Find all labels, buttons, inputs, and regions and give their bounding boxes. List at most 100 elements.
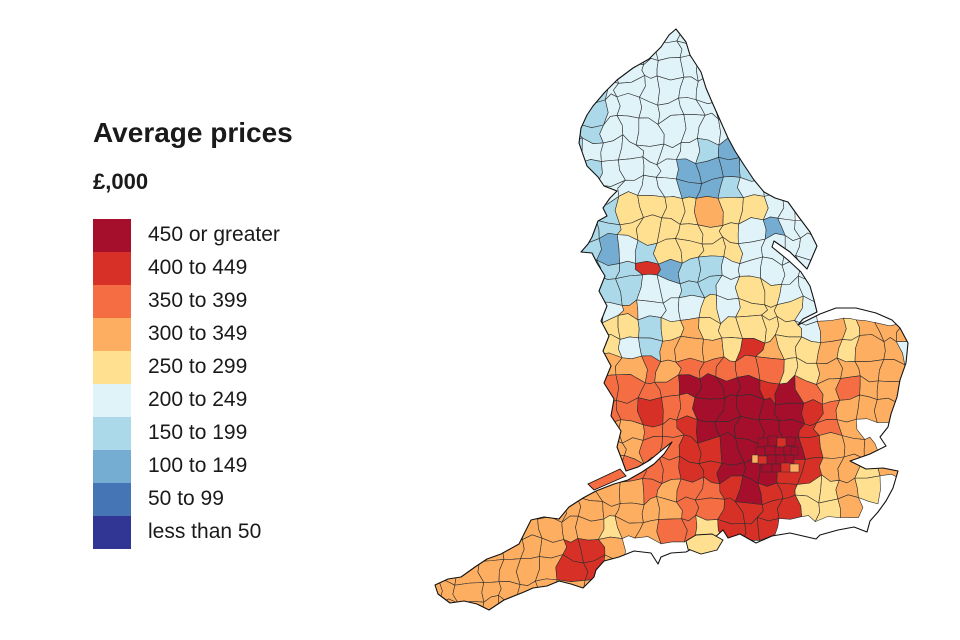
london-borough-cell (784, 454, 795, 465)
legend-swatch-9 (93, 515, 131, 549)
district-cell (581, 201, 597, 227)
district-cell (560, 258, 581, 285)
legend-label: 100 to 149 (148, 454, 248, 478)
legend-row: 150 to 199 (93, 416, 403, 450)
london-borough-cell (785, 436, 796, 447)
district-cell (438, 535, 466, 565)
district-cell (580, 435, 605, 464)
district-cell (456, 521, 484, 538)
legend-swatch-7 (93, 449, 131, 483)
legend-row: 100 to 149 (93, 449, 403, 483)
district-cell (896, 317, 908, 343)
district-cell (557, 477, 579, 506)
district-cell (757, 516, 780, 541)
district-cell (540, 438, 559, 459)
district-cell (873, 397, 901, 423)
district-cell (578, 301, 604, 326)
london-borough-cell (780, 462, 792, 473)
district-cell (762, 178, 784, 198)
district-cell (597, 374, 620, 404)
district-cell (617, 336, 642, 360)
legend-label: less than 50 (148, 520, 262, 544)
legend-swatch-4 (93, 350, 131, 384)
london-borough-cell (764, 445, 776, 456)
district-cell (578, 74, 609, 105)
legend-swatch-1 (93, 251, 131, 285)
london-borough-cell (771, 463, 782, 473)
district-cell (696, 29, 723, 45)
district-cell (736, 120, 760, 145)
legend-label: 400 to 449 (148, 256, 248, 280)
district-cell (559, 338, 586, 366)
district-cell (854, 475, 881, 505)
district-cell (758, 159, 786, 183)
district-cell (576, 336, 602, 362)
district-cell (557, 119, 583, 146)
district-cell (816, 317, 847, 343)
district-cell (435, 576, 443, 604)
district-cell (602, 554, 629, 586)
district-cell (555, 275, 580, 306)
district-cell (714, 75, 739, 103)
district-cell (715, 33, 737, 65)
legend-swatch-8 (93, 482, 131, 516)
district-cell (435, 556, 444, 580)
district-cell (554, 244, 578, 266)
legend-row: 450 or greater (93, 218, 403, 252)
legend-row: 350 to 399 (93, 284, 403, 318)
district-cell (583, 180, 597, 208)
district-cell (656, 518, 688, 545)
district-cell (515, 474, 539, 502)
london-borough-cell (767, 435, 778, 447)
legend: Average prices £,000 450 or greater 400 t… (93, 117, 403, 549)
district-cell (616, 93, 643, 119)
legend-row: 250 to 299 (93, 350, 403, 384)
district-cell (498, 594, 521, 610)
legend-swatch-2 (93, 284, 131, 318)
legend-swatch-0 (93, 218, 131, 252)
district-cell (494, 516, 523, 542)
district-cell (494, 494, 526, 519)
england-choropleth-map (420, 20, 920, 632)
legend-swatch-3 (93, 317, 131, 351)
district-cell (517, 496, 541, 520)
district-cell (456, 533, 483, 562)
district-cell (479, 494, 500, 524)
district-cell (637, 315, 664, 342)
district-cell (576, 354, 599, 384)
london-borough-cell (757, 455, 768, 465)
district-cell (480, 595, 501, 610)
london-borough-cell (789, 463, 800, 473)
district-cell (614, 35, 644, 66)
london-borough-cell (775, 454, 787, 465)
legend-subtitle: £,000 (93, 168, 149, 194)
london-borough-cell (755, 446, 766, 457)
district-cell (453, 600, 485, 610)
legend-label: 300 to 349 (148, 322, 248, 346)
legend-label: 200 to 249 (148, 388, 248, 412)
district-cell (616, 234, 639, 264)
london-borough-cell (766, 454, 777, 465)
legend-row: 300 to 349 (93, 317, 403, 351)
district-cell (553, 179, 589, 203)
legend-row: less than 50 (93, 515, 403, 549)
legend-row: 400 to 449 (93, 251, 403, 285)
district-cells (435, 29, 908, 610)
district-cell (577, 394, 605, 425)
legend-rows: 450 or greater 400 to 449 350 to 399 300 to… (93, 218, 403, 549)
london-borough-cell (790, 446, 799, 456)
legend-swatch-6 (93, 416, 131, 450)
district-cell (498, 475, 526, 501)
district-cell (573, 275, 600, 303)
london-borough-cell (761, 463, 773, 473)
district-cell (556, 579, 586, 604)
district-cell (676, 29, 700, 44)
london-borough-cell (751, 454, 759, 464)
map-svg (434, 28, 909, 611)
district-cell (556, 435, 584, 464)
london-borough-cell (776, 437, 788, 448)
district-cell (534, 419, 558, 445)
district-cell (819, 432, 846, 459)
district-cell (633, 29, 664, 41)
district-cell (556, 422, 589, 445)
